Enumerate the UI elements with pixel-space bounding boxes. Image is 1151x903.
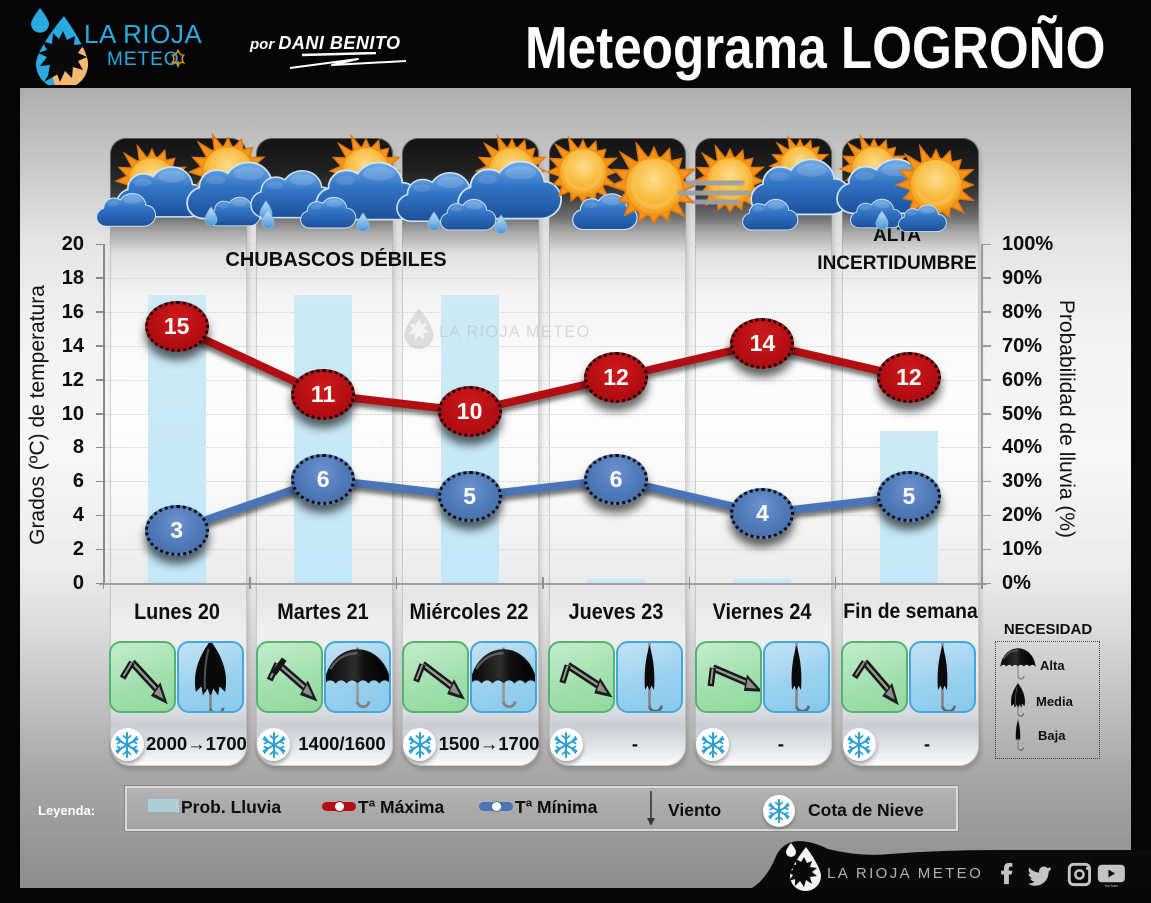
svg-text:YouTube: YouTube xyxy=(1105,884,1119,888)
